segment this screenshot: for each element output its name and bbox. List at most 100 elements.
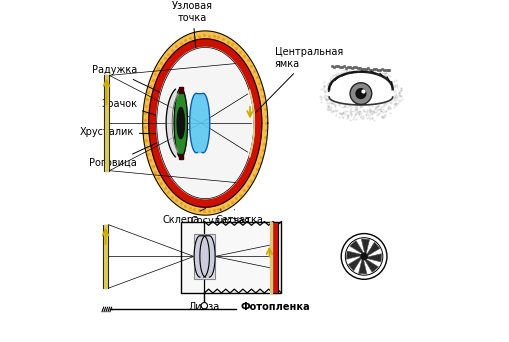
- Point: [358, 97, 366, 102]
- Point: [350, 66, 358, 71]
- Point: [390, 102, 398, 107]
- Point: [370, 69, 378, 74]
- Point: [350, 72, 358, 78]
- Polygon shape: [179, 154, 183, 159]
- Point: [386, 91, 394, 96]
- Point: [339, 96, 347, 102]
- Point: [331, 73, 339, 78]
- Point: [382, 74, 390, 80]
- Point: [364, 94, 372, 100]
- Point: [369, 108, 377, 114]
- Point: [385, 85, 393, 90]
- Polygon shape: [174, 88, 187, 158]
- Point: [372, 109, 380, 115]
- Point: [336, 111, 345, 116]
- Point: [348, 95, 356, 100]
- Point: [356, 104, 364, 109]
- Polygon shape: [166, 89, 178, 157]
- Point: [350, 76, 358, 82]
- Point: [360, 92, 369, 98]
- FancyBboxPatch shape: [103, 225, 108, 288]
- Point: [379, 89, 387, 95]
- Point: [378, 113, 386, 119]
- Point: [380, 88, 388, 93]
- Point: [331, 103, 339, 108]
- Polygon shape: [347, 251, 361, 259]
- Point: [324, 87, 332, 92]
- Point: [374, 103, 382, 109]
- Point: [370, 88, 378, 94]
- Point: [343, 114, 351, 119]
- Point: [353, 107, 361, 113]
- Point: [370, 117, 378, 122]
- Point: [357, 94, 365, 100]
- Point: [350, 89, 358, 94]
- Point: [335, 97, 344, 103]
- Point: [392, 98, 400, 103]
- Point: [363, 66, 371, 71]
- Point: [362, 72, 370, 77]
- Point: [376, 76, 384, 81]
- Point: [361, 98, 370, 103]
- Point: [370, 101, 378, 106]
- Point: [357, 93, 365, 98]
- Point: [360, 108, 368, 113]
- Polygon shape: [329, 72, 392, 105]
- Point: [360, 75, 368, 81]
- Point: [327, 97, 335, 103]
- Point: [346, 68, 354, 74]
- Point: [351, 111, 359, 116]
- Point: [348, 75, 356, 80]
- Point: [372, 73, 380, 78]
- Point: [373, 92, 381, 97]
- Point: [357, 110, 365, 116]
- Point: [385, 81, 393, 87]
- Point: [341, 70, 349, 76]
- Point: [333, 76, 341, 82]
- Point: [367, 88, 376, 94]
- Point: [362, 112, 371, 118]
- Point: [354, 110, 362, 116]
- Point: [377, 82, 385, 87]
- Point: [382, 94, 390, 100]
- Point: [321, 92, 329, 97]
- Point: [371, 90, 379, 96]
- Point: [357, 65, 365, 70]
- Point: [380, 73, 388, 79]
- Point: [389, 82, 398, 88]
- Point: [397, 88, 405, 93]
- Point: [377, 85, 385, 91]
- Point: [334, 77, 343, 83]
- Point: [343, 115, 351, 121]
- Point: [393, 82, 401, 87]
- Point: [324, 93, 332, 99]
- Point: [356, 96, 364, 102]
- Point: [386, 99, 394, 104]
- Point: [355, 66, 363, 71]
- Point: [342, 88, 350, 93]
- Point: [355, 98, 363, 103]
- Point: [381, 72, 389, 78]
- Point: [395, 93, 403, 98]
- Point: [328, 85, 336, 90]
- Point: [359, 115, 367, 121]
- Point: [378, 114, 386, 119]
- Point: [337, 104, 346, 110]
- Point: [367, 91, 375, 97]
- Point: [340, 79, 348, 85]
- Point: [351, 112, 359, 118]
- Point: [342, 94, 350, 100]
- Point: [333, 107, 342, 113]
- Point: [361, 78, 370, 83]
- Point: [372, 77, 380, 82]
- Point: [342, 86, 350, 91]
- Point: [359, 114, 367, 119]
- Point: [319, 85, 327, 91]
- Point: [380, 108, 388, 114]
- Point: [366, 68, 375, 74]
- Point: [361, 97, 369, 103]
- Point: [379, 75, 387, 80]
- Point: [386, 95, 394, 101]
- Point: [342, 67, 350, 72]
- Point: [359, 84, 367, 89]
